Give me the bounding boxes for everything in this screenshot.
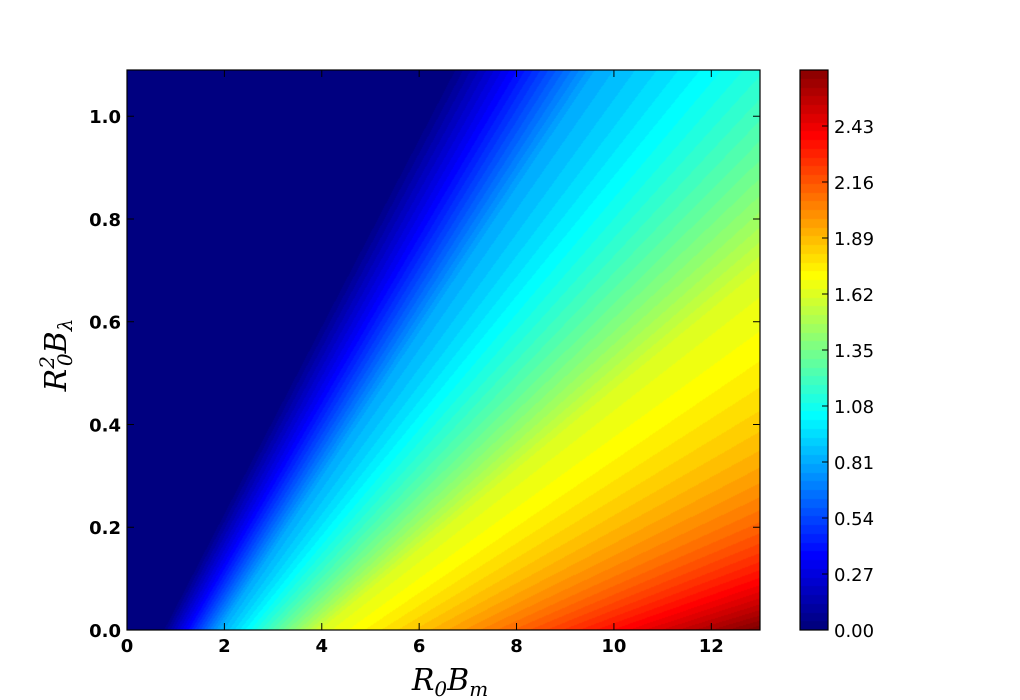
colorbar-tick-label: 1.35 bbox=[834, 341, 874, 362]
colorbar-tick-label: 0.81 bbox=[834, 453, 874, 474]
x-tick-label: 4 bbox=[316, 636, 329, 657]
y-tick-label: 0.4 bbox=[89, 415, 121, 436]
colorbar: 0.00 0.27 0.54 0.81 1.08 1.35 1.62 1.89 2.16 2.43 bbox=[799, 69, 874, 642]
x-tick-label: 8 bbox=[510, 636, 523, 657]
colorbar-tick-label: 1.62 bbox=[834, 285, 874, 306]
y-tick-label: 0.8 bbox=[89, 210, 121, 231]
y-tick-label: 0.0 bbox=[89, 621, 121, 642]
colorbar-tick-label: 2.43 bbox=[834, 117, 874, 138]
colorbar-tick-label: 0.54 bbox=[834, 509, 874, 530]
plot-area: 0 2 4 6 8 10 12 0.0 0.2 0.4 0.6 0.8 1.0 bbox=[89, 69, 761, 657]
y-tick-label: 1.0 bbox=[89, 107, 121, 128]
x-axis-label: R0Bm bbox=[411, 663, 488, 700]
plot-frame bbox=[126, 69, 761, 631]
x-tick-label: 12 bbox=[699, 636, 724, 657]
colorbar-tick-label: 1.08 bbox=[834, 397, 874, 418]
heatmap-image bbox=[127, 70, 760, 630]
colorbar-tick-label: 0.27 bbox=[834, 565, 874, 586]
x-tick-label: 6 bbox=[413, 636, 426, 657]
x-axis-ticks: 0 2 4 6 8 10 12 bbox=[121, 70, 724, 657]
x-tick-label: 0 bbox=[121, 636, 134, 657]
x-tick-label: 2 bbox=[218, 636, 231, 657]
y-tick-label: 0.6 bbox=[89, 313, 121, 334]
colorbar-ticks: 0.00 0.27 0.54 0.81 1.08 1.35 1.62 1.89 2.16 2.43 bbox=[822, 117, 874, 642]
colorbar-tick-label: 0.00 bbox=[834, 621, 874, 642]
x-tick-label: 10 bbox=[601, 636, 626, 657]
colorbar-tick-label: 1.89 bbox=[834, 229, 874, 250]
y-tick-label: 0.2 bbox=[89, 518, 121, 539]
colorbar-tick-label: 2.16 bbox=[834, 173, 874, 194]
y-axis-ticks: 0.0 0.2 0.4 0.6 0.8 1.0 bbox=[89, 107, 760, 642]
